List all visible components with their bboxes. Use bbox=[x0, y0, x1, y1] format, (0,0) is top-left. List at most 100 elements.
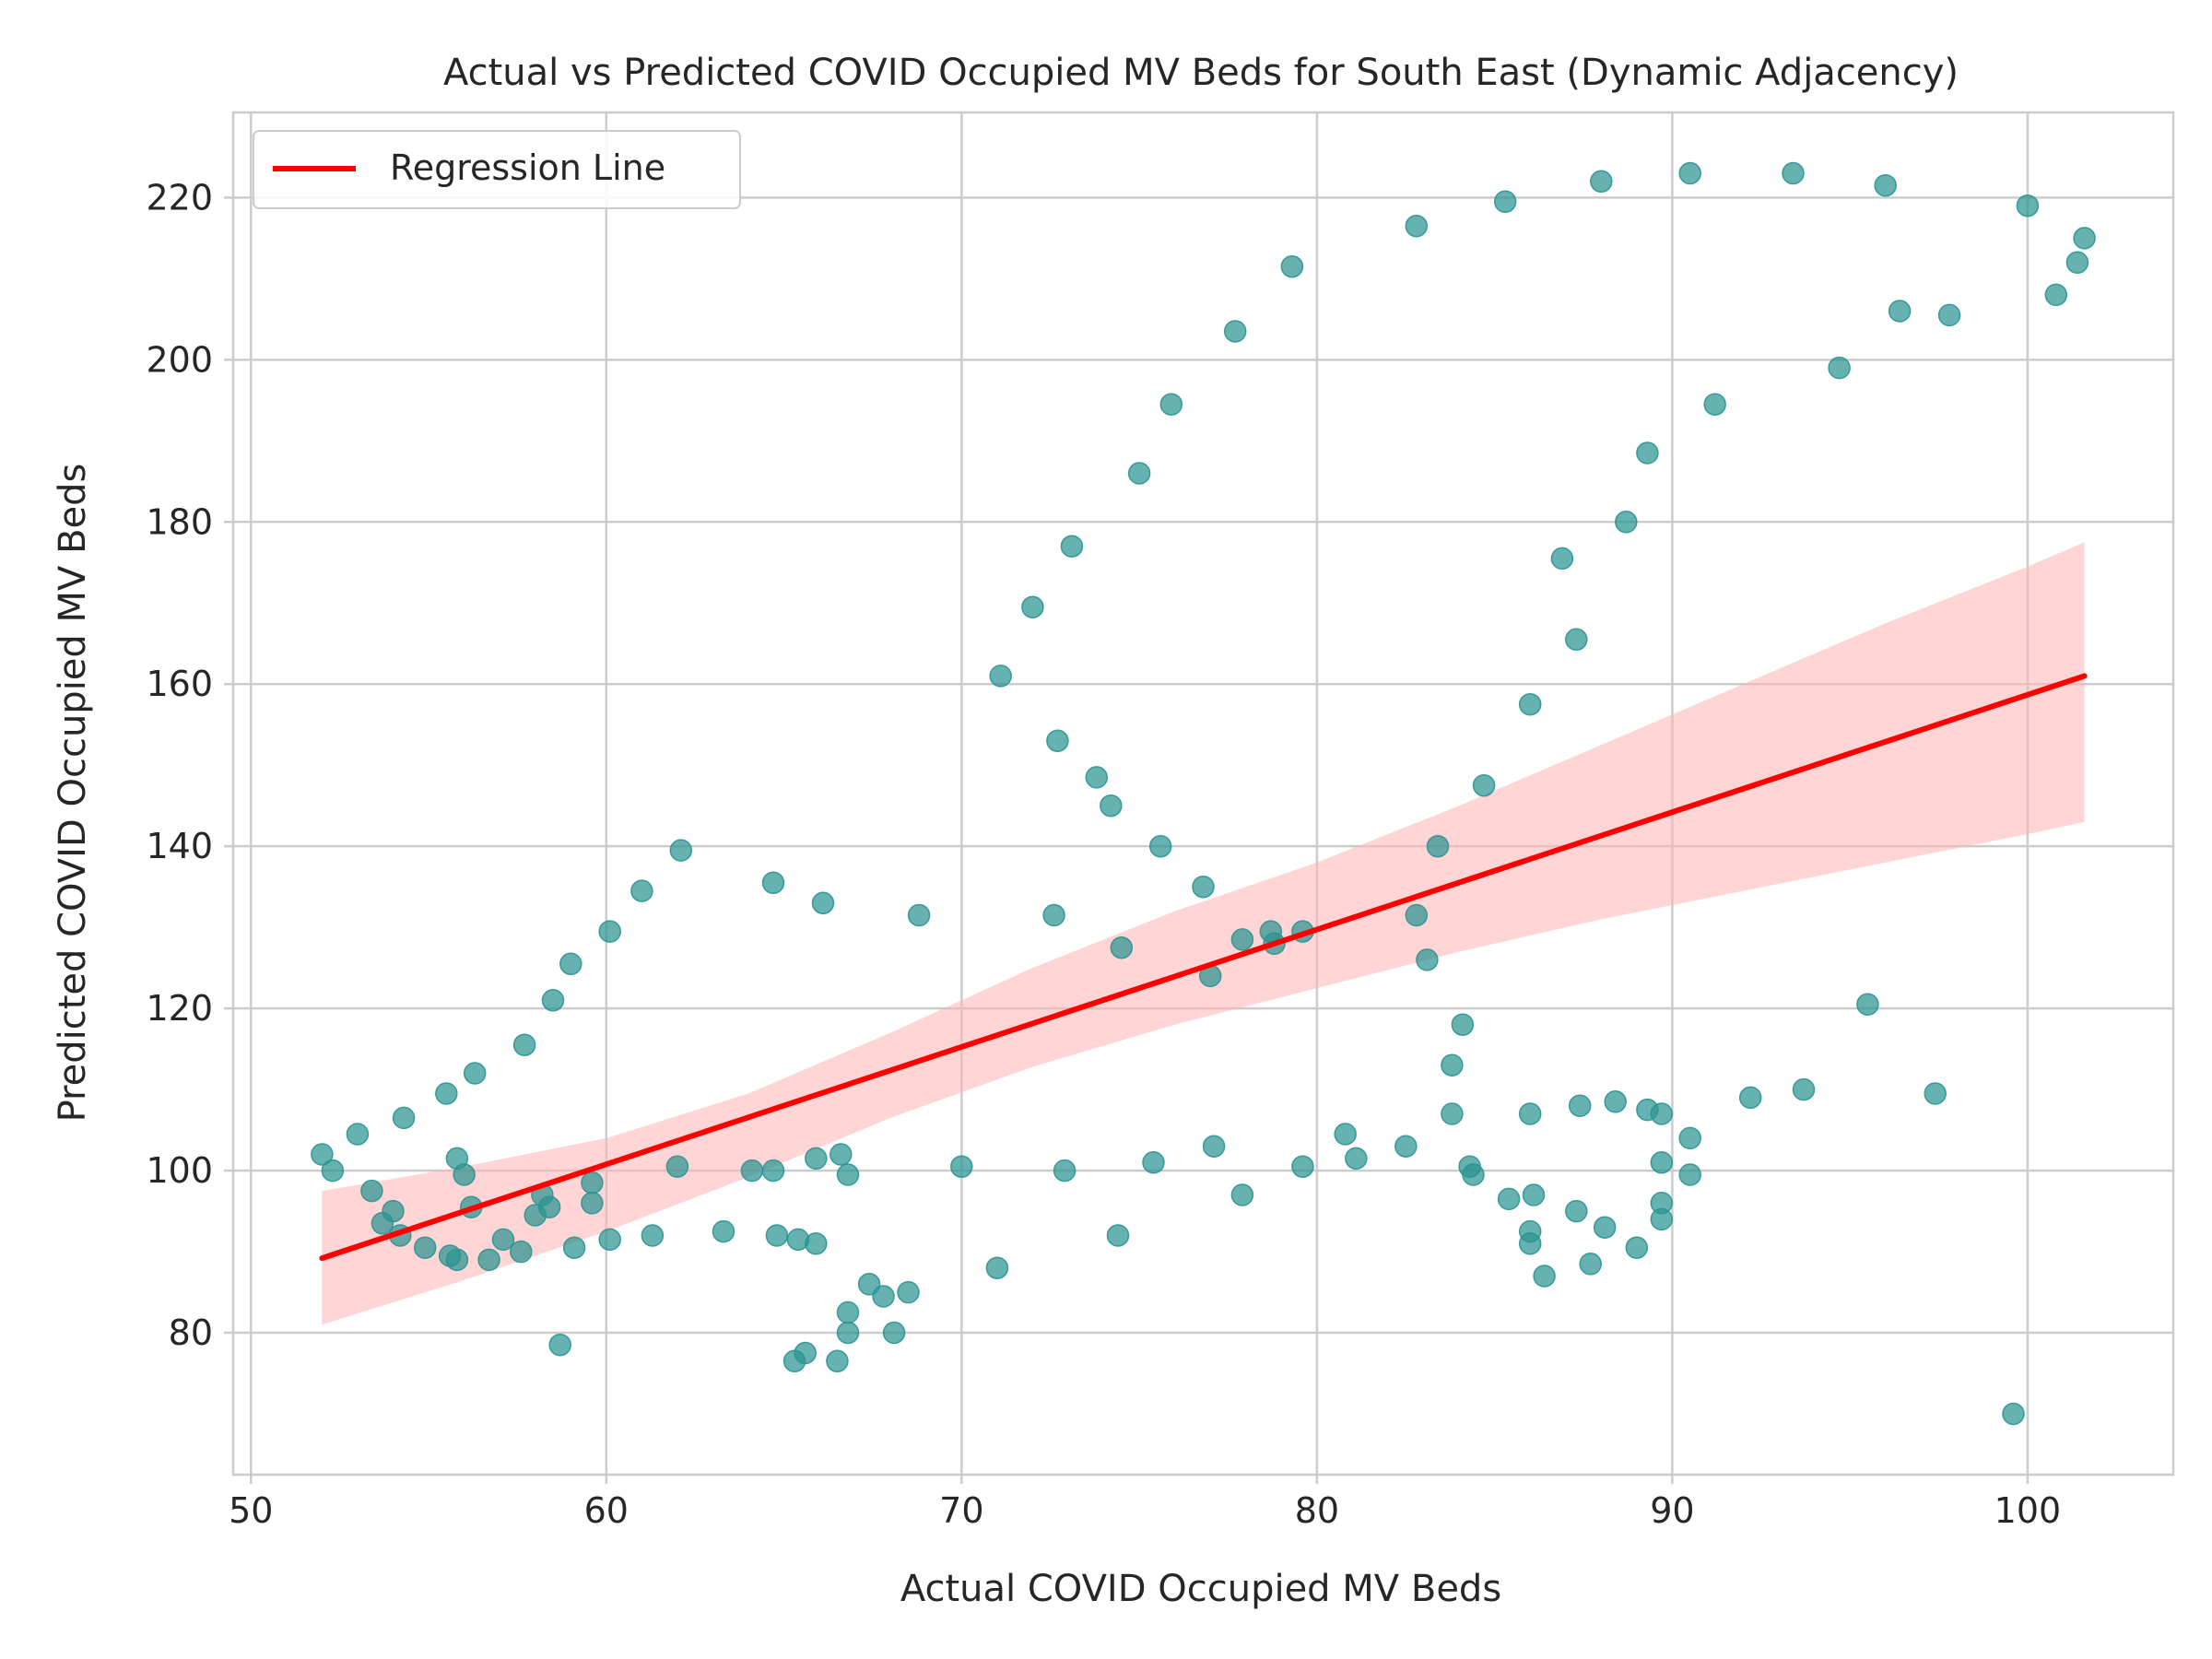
data-point bbox=[1405, 214, 1429, 238]
data-point bbox=[1127, 462, 1151, 485]
x-tick-label: 60 bbox=[584, 1490, 629, 1531]
data-point bbox=[559, 952, 582, 976]
data-point bbox=[1405, 903, 1429, 927]
data-point bbox=[2044, 283, 2068, 307]
x-axis-ticks: 50 60 70 80 90 100 bbox=[229, 1475, 2061, 1531]
data-point bbox=[761, 871, 785, 895]
data-point bbox=[512, 1033, 536, 1056]
data-points bbox=[311, 161, 2096, 1426]
data-point bbox=[445, 1248, 469, 1272]
data-point bbox=[392, 1106, 416, 1130]
data-point bbox=[1497, 1187, 1521, 1211]
data-point bbox=[985, 1256, 1009, 1279]
chart-title: Actual vs Predicted COVID Occupied MV Be… bbox=[443, 52, 1959, 94]
data-point bbox=[950, 1155, 973, 1178]
data-point bbox=[1937, 303, 1961, 327]
data-point bbox=[830, 1143, 853, 1166]
data-point bbox=[1615, 511, 1638, 534]
data-point bbox=[1782, 161, 1805, 185]
data-point bbox=[1522, 1183, 1546, 1206]
x-axis-label: Actual COVID Occupied MV Beds bbox=[900, 1568, 1501, 1610]
data-point bbox=[1142, 1151, 1165, 1174]
data-point bbox=[346, 1123, 370, 1146]
plot-frame bbox=[231, 111, 2175, 1477]
data-point bbox=[1394, 1135, 1418, 1158]
data-point bbox=[641, 1224, 665, 1247]
data-point bbox=[1085, 766, 1109, 789]
data-point bbox=[1590, 170, 1613, 194]
data-point bbox=[311, 1143, 334, 1166]
data-point bbox=[665, 1155, 689, 1178]
data-point bbox=[1856, 993, 1879, 1016]
data-point bbox=[1280, 254, 1304, 278]
data-point bbox=[2016, 194, 2040, 218]
data-point bbox=[1533, 1265, 1556, 1288]
data-point bbox=[1042, 903, 1065, 927]
data-point bbox=[1604, 1090, 1627, 1113]
data-point bbox=[321, 1159, 345, 1182]
data-point bbox=[1518, 692, 1542, 716]
data-point bbox=[1678, 161, 1701, 185]
data-point bbox=[811, 891, 835, 915]
data-point bbox=[1451, 1013, 1475, 1036]
data-point bbox=[1565, 628, 1588, 652]
y-tick-label: 180 bbox=[146, 501, 213, 542]
x-tick-label: 100 bbox=[1994, 1490, 2062, 1531]
data-point bbox=[1828, 356, 1851, 380]
y-axis-label: Predicted COVID Occupied MV Beds bbox=[52, 464, 94, 1123]
data-point bbox=[1703, 393, 1726, 416]
data-point bbox=[1550, 547, 1574, 571]
data-point bbox=[1565, 1199, 1588, 1223]
data-point bbox=[537, 1195, 561, 1218]
data-point bbox=[794, 1341, 817, 1365]
data-point bbox=[1021, 595, 1044, 618]
confidence-band bbox=[322, 542, 2085, 1325]
data-point bbox=[1650, 1207, 1674, 1231]
data-point bbox=[1223, 320, 1247, 343]
x-tick-label: 50 bbox=[229, 1490, 273, 1531]
data-point bbox=[669, 839, 693, 862]
x-tick-label: 80 bbox=[1295, 1490, 1339, 1531]
data-point bbox=[1202, 1135, 1226, 1158]
y-tick-label: 160 bbox=[146, 664, 213, 704]
data-point bbox=[1579, 1253, 1602, 1276]
y-tick-label: 220 bbox=[146, 177, 213, 218]
data-point bbox=[1230, 928, 1254, 951]
data-point bbox=[1650, 1102, 1674, 1125]
data-point bbox=[897, 1280, 920, 1304]
data-point bbox=[1192, 875, 1215, 899]
y-tick-label: 100 bbox=[146, 1150, 213, 1191]
data-point bbox=[548, 1333, 571, 1357]
data-point bbox=[1060, 535, 1084, 558]
data-point bbox=[805, 1232, 828, 1255]
data-point bbox=[1472, 773, 1496, 797]
data-point bbox=[435, 1082, 458, 1105]
data-point bbox=[1441, 1102, 1464, 1125]
data-point bbox=[1416, 948, 1439, 971]
data-point bbox=[765, 1224, 789, 1247]
data-point bbox=[1568, 1094, 1592, 1117]
legend-box bbox=[253, 130, 741, 209]
data-point bbox=[805, 1147, 828, 1171]
data-point bbox=[598, 920, 621, 943]
data-point bbox=[1792, 1077, 1816, 1101]
data-point bbox=[761, 1159, 785, 1182]
data-point bbox=[360, 1179, 383, 1203]
data-point bbox=[1650, 1151, 1674, 1174]
y-tick-label: 140 bbox=[146, 826, 213, 866]
data-point bbox=[1334, 1123, 1357, 1146]
data-point bbox=[598, 1228, 621, 1252]
data-point bbox=[1230, 1183, 1254, 1206]
data-point bbox=[1924, 1082, 1947, 1105]
data-point bbox=[712, 1219, 735, 1243]
x-tick-label: 90 bbox=[1650, 1490, 1694, 1531]
data-point bbox=[1345, 1147, 1368, 1171]
data-point bbox=[872, 1285, 895, 1308]
data-point bbox=[836, 1163, 860, 1186]
y-tick-label: 120 bbox=[146, 988, 213, 1029]
data-point bbox=[1518, 1232, 1542, 1255]
data-point bbox=[1046, 729, 1069, 753]
data-point bbox=[1462, 1163, 1485, 1186]
data-point bbox=[382, 1199, 405, 1223]
data-point bbox=[1678, 1126, 1701, 1150]
